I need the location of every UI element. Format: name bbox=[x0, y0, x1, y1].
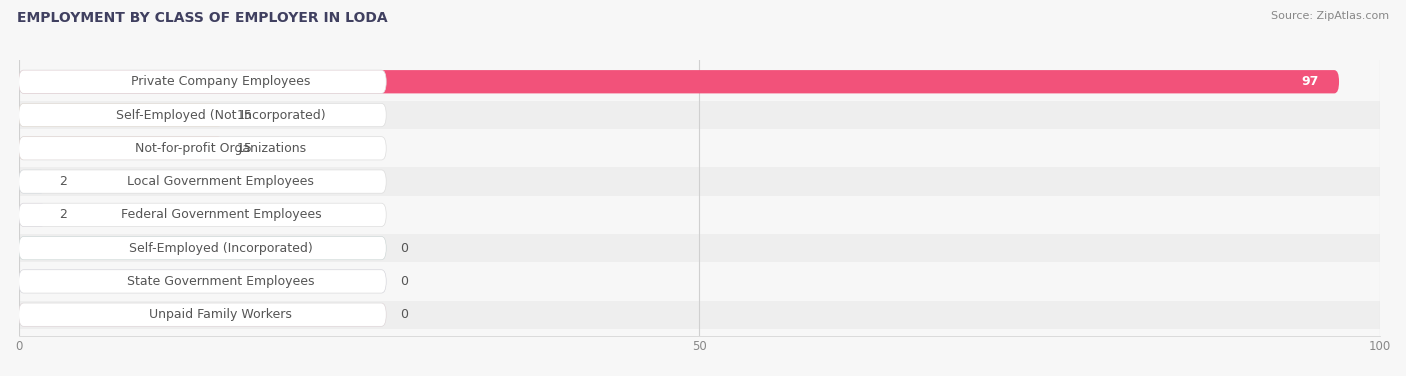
Text: 15: 15 bbox=[236, 109, 252, 121]
Bar bbox=[18, 201, 1379, 229]
Text: 2: 2 bbox=[59, 208, 67, 221]
Text: Self-Employed (Incorporated): Self-Employed (Incorporated) bbox=[129, 242, 312, 255]
FancyBboxPatch shape bbox=[18, 303, 387, 326]
Text: Private Company Employees: Private Company Employees bbox=[131, 75, 311, 88]
FancyBboxPatch shape bbox=[18, 136, 224, 160]
FancyBboxPatch shape bbox=[18, 170, 46, 193]
FancyBboxPatch shape bbox=[18, 270, 387, 293]
FancyBboxPatch shape bbox=[18, 103, 387, 127]
Text: State Government Employees: State Government Employees bbox=[127, 275, 315, 288]
Text: 0: 0 bbox=[399, 242, 408, 255]
Bar bbox=[18, 267, 1379, 296]
FancyBboxPatch shape bbox=[18, 136, 387, 160]
Bar bbox=[18, 68, 1379, 96]
Bar bbox=[18, 167, 1379, 196]
FancyBboxPatch shape bbox=[18, 303, 387, 326]
Bar bbox=[18, 234, 1379, 262]
FancyBboxPatch shape bbox=[18, 270, 387, 293]
Text: Local Government Employees: Local Government Employees bbox=[128, 175, 315, 188]
Text: EMPLOYMENT BY CLASS OF EMPLOYER IN LODA: EMPLOYMENT BY CLASS OF EMPLOYER IN LODA bbox=[17, 11, 388, 25]
Text: Self-Employed (Not Incorporated): Self-Employed (Not Incorporated) bbox=[117, 109, 326, 121]
Text: 15: 15 bbox=[236, 142, 252, 155]
Text: Unpaid Family Workers: Unpaid Family Workers bbox=[149, 308, 292, 321]
Text: 0: 0 bbox=[399, 308, 408, 321]
FancyBboxPatch shape bbox=[18, 170, 387, 193]
FancyBboxPatch shape bbox=[18, 203, 387, 226]
Text: Federal Government Employees: Federal Government Employees bbox=[121, 208, 321, 221]
FancyBboxPatch shape bbox=[18, 203, 46, 226]
FancyBboxPatch shape bbox=[18, 70, 1339, 93]
Text: Source: ZipAtlas.com: Source: ZipAtlas.com bbox=[1271, 11, 1389, 21]
FancyBboxPatch shape bbox=[18, 70, 387, 93]
Bar bbox=[18, 101, 1379, 129]
FancyBboxPatch shape bbox=[18, 103, 224, 127]
Bar bbox=[18, 134, 1379, 162]
Text: 0: 0 bbox=[399, 275, 408, 288]
Bar bbox=[18, 300, 1379, 329]
FancyBboxPatch shape bbox=[18, 237, 387, 260]
Text: 97: 97 bbox=[1301, 75, 1319, 88]
Text: 2: 2 bbox=[59, 175, 67, 188]
FancyBboxPatch shape bbox=[18, 237, 387, 260]
Text: Not-for-profit Organizations: Not-for-profit Organizations bbox=[135, 142, 307, 155]
